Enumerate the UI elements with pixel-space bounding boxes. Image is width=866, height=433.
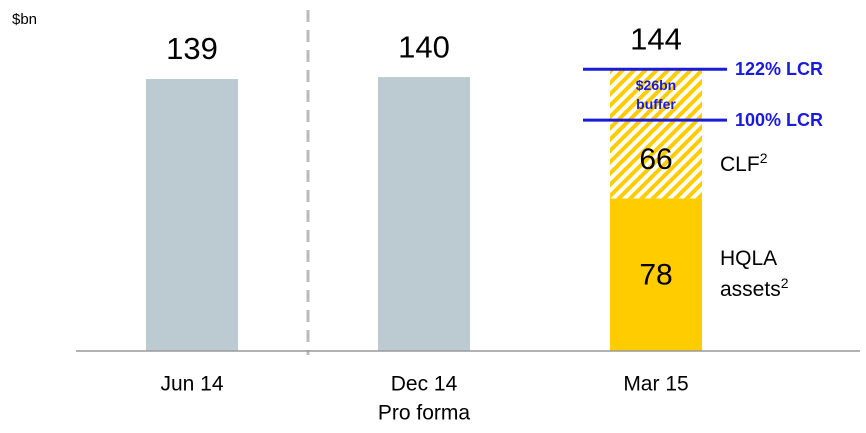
y-axis-label: $bn <box>12 11 37 28</box>
bar <box>378 77 470 352</box>
x-tick-label: Jun 14 <box>160 373 223 396</box>
segment-label: 78 <box>639 259 672 292</box>
total-label: 139 <box>166 31 218 66</box>
bar-segment <box>610 198 702 351</box>
buffer-label: $26bn buffer <box>635 76 677 112</box>
lcr-label: 100% LCR <box>735 110 823 130</box>
lcr-label: 122% LCR <box>735 59 823 79</box>
bar <box>146 79 238 352</box>
series-label: CLF2 <box>720 146 800 177</box>
footnote: 2 <box>759 150 768 167</box>
segment-label: 66 <box>639 143 672 176</box>
series-label: HQLA assets2 <box>720 247 800 302</box>
bar-segment <box>610 69 702 199</box>
x-tick-label: Mar 15 <box>623 373 688 396</box>
series-name: CLF <box>720 153 760 177</box>
total-label: 144 <box>630 21 682 56</box>
total-label: 140 <box>398 29 450 64</box>
series-name: HQLA assets <box>720 246 781 301</box>
footnote: 2 <box>780 274 789 291</box>
x-tick-label: Dec 14 <box>391 373 458 396</box>
x-tick-note: Pro forma <box>378 402 471 425</box>
